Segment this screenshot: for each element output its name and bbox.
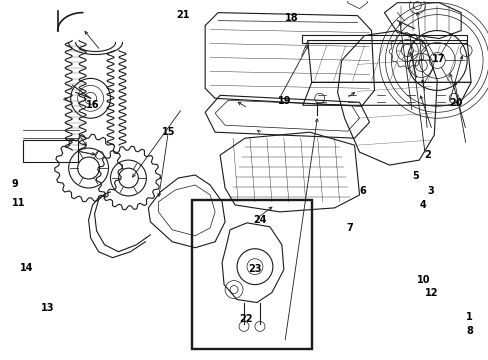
- Bar: [23, 140, 78, 162]
- Text: 16: 16: [86, 100, 100, 110]
- Text: 19: 19: [277, 96, 290, 106]
- Text: 12: 12: [424, 288, 437, 298]
- Text: 9: 9: [12, 179, 19, 189]
- Text: 7: 7: [346, 224, 353, 233]
- Text: 6: 6: [358, 186, 365, 197]
- Bar: [192, 200, 311, 349]
- Text: 23: 23: [248, 264, 262, 274]
- Text: 20: 20: [448, 98, 462, 108]
- Text: 2: 2: [424, 150, 430, 160]
- Text: 10: 10: [417, 275, 430, 285]
- Text: 17: 17: [431, 54, 445, 64]
- Text: 13: 13: [41, 303, 54, 314]
- Text: 1: 1: [465, 312, 472, 322]
- Text: 18: 18: [284, 13, 298, 23]
- Text: 22: 22: [239, 314, 253, 324]
- Text: 5: 5: [412, 171, 418, 181]
- Text: 24: 24: [253, 215, 266, 225]
- Text: 15: 15: [162, 127, 175, 136]
- Text: 11: 11: [12, 198, 25, 208]
- Text: 4: 4: [419, 200, 426, 210]
- Text: 21: 21: [176, 10, 189, 20]
- Text: 8: 8: [465, 325, 472, 336]
- Text: 3: 3: [427, 186, 433, 196]
- Text: 14: 14: [20, 263, 33, 273]
